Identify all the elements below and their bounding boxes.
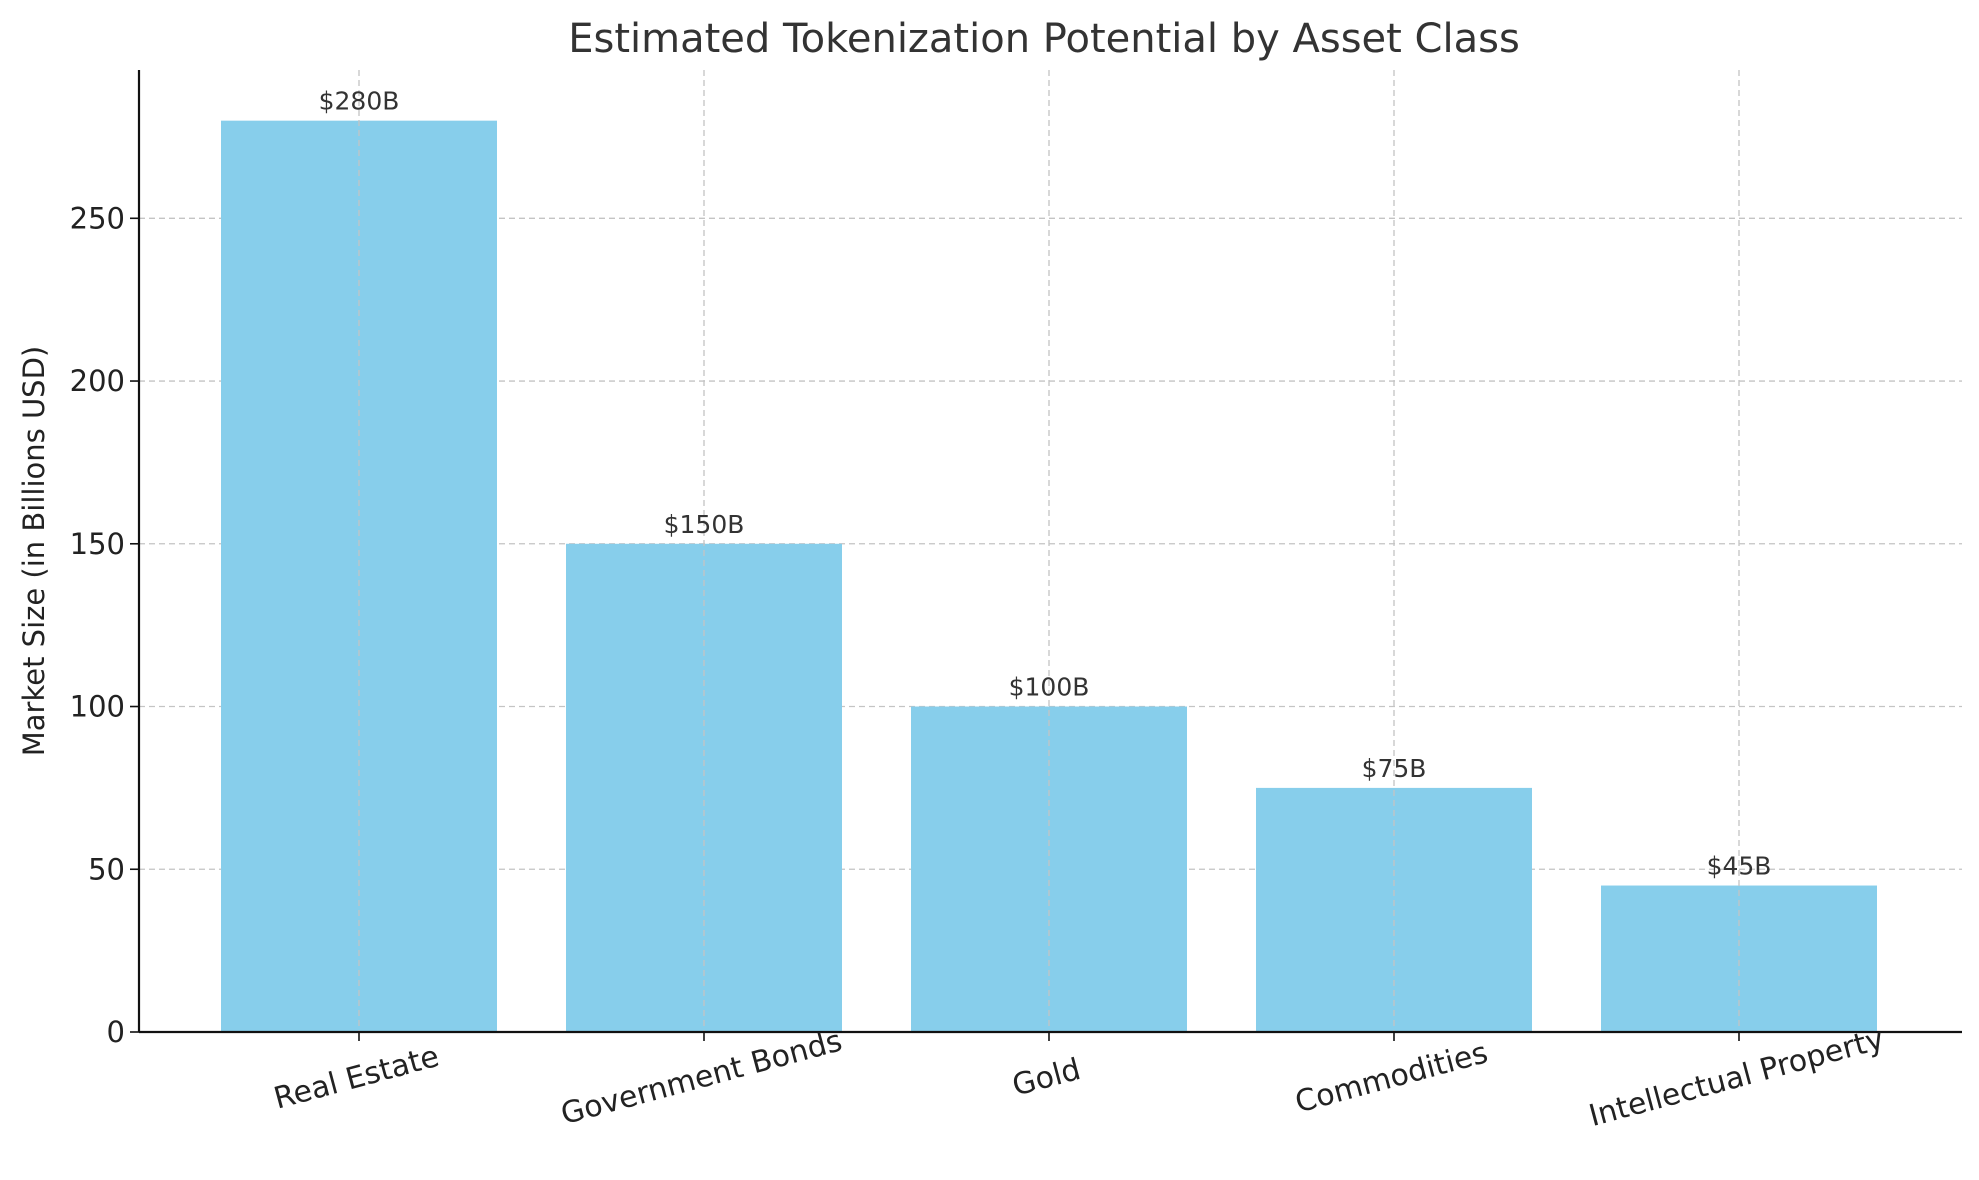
x-tick-label: Real Estate — [270, 1039, 442, 1117]
y-axis-label: Market Size (in Billions USD) — [17, 346, 51, 756]
y-tick-label: 200 — [70, 364, 125, 398]
axes — [137, 70, 1962, 1034]
y-tick-label: 150 — [70, 527, 125, 561]
bar — [566, 543, 842, 1032]
bar — [1601, 885, 1877, 1032]
x-tick-label: Gold — [1009, 1052, 1085, 1104]
y-tick-label: 0 — [107, 1015, 125, 1049]
chart-title: Estimated Tokenization Potential by Asse… — [568, 16, 1520, 62]
y-tick-label: 250 — [70, 201, 125, 235]
bars — [221, 70, 1877, 1032]
x-tick-label: Commodities — [1292, 1035, 1492, 1120]
bar-value-label: $150B — [664, 510, 745, 539]
bar-value-label: $280B — [319, 87, 400, 116]
data-labels: $280B $150B $100B $75B $45B — [319, 87, 1772, 881]
x-tick-label: Intellectual Property — [1585, 1022, 1887, 1134]
bar-value-label: $75B — [1362, 754, 1427, 783]
y-tick-label: 100 — [70, 690, 125, 724]
bar-value-label: $100B — [1009, 673, 1090, 702]
bar-value-label: $45B — [1707, 852, 1772, 881]
y-tick-label: 50 — [88, 852, 125, 886]
y-ticks: 0 50 100 150 200 250 — [70, 201, 139, 1049]
x-tick-label: Government Bonds — [557, 1023, 845, 1132]
x-ticks: Real Estate Government Bonds Gold Commoditi… — [270, 1022, 1887, 1134]
